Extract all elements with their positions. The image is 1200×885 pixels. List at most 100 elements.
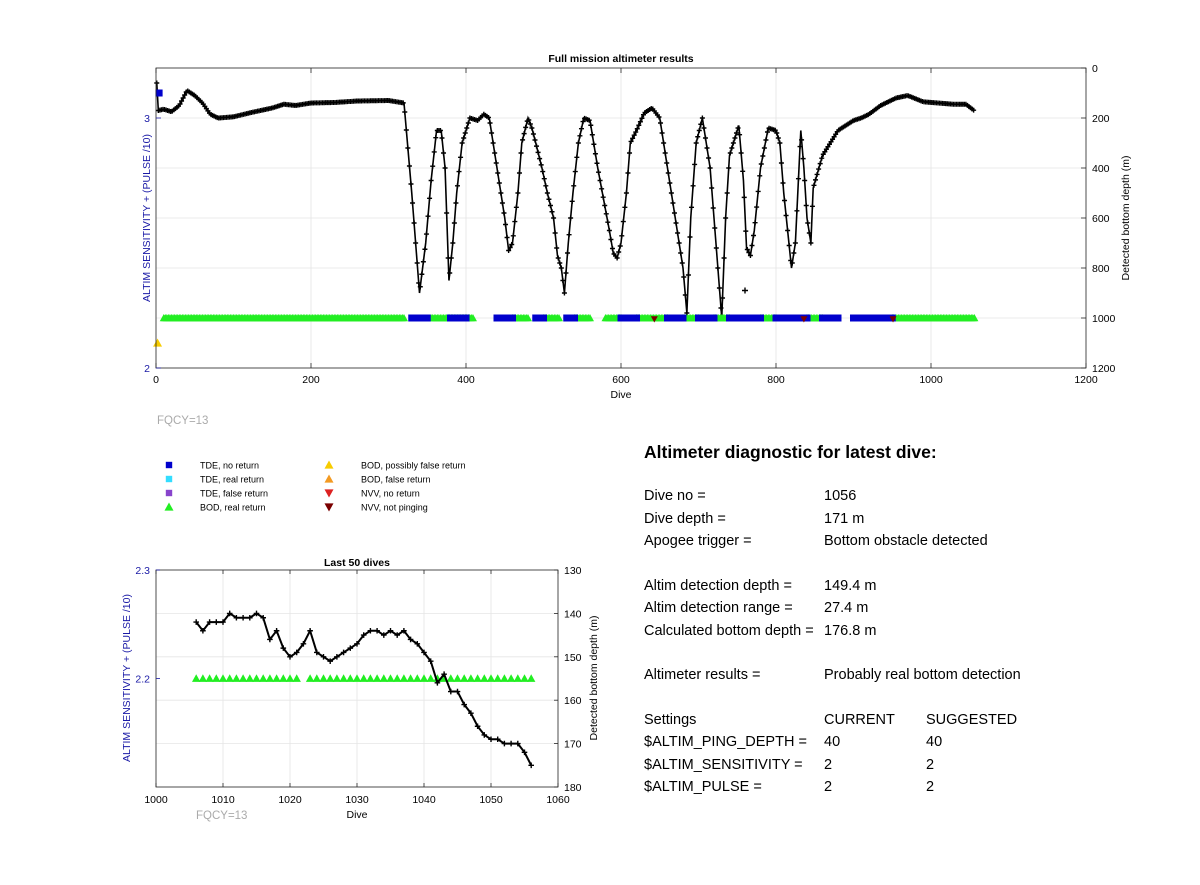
main-tde-marker bbox=[729, 314, 737, 322]
main-depth-point bbox=[712, 225, 718, 231]
main-tde-marker bbox=[509, 314, 516, 322]
small-bod-marker bbox=[339, 674, 348, 682]
main-depth-point bbox=[816, 166, 822, 172]
main-depth-point bbox=[737, 132, 743, 138]
small-bod-series bbox=[192, 674, 536, 682]
main-depth-point bbox=[549, 209, 555, 215]
main-depth-point bbox=[709, 185, 715, 191]
main-tde-marker bbox=[795, 314, 803, 322]
main-depth-point bbox=[444, 210, 450, 216]
main-depth-point bbox=[637, 119, 643, 125]
main-depth-point bbox=[785, 228, 791, 233]
small-depth-point bbox=[233, 614, 240, 621]
small-depth-point bbox=[521, 749, 528, 756]
main-depth-point bbox=[495, 170, 501, 176]
main-depth-point bbox=[410, 200, 416, 206]
small-depth-point bbox=[200, 627, 206, 634]
main-depth-point bbox=[580, 119, 586, 125]
main-depth-point bbox=[518, 150, 524, 156]
main-depth-point bbox=[658, 120, 664, 126]
main-depth-point bbox=[633, 129, 639, 135]
main-ytick-left-label: 3 bbox=[144, 113, 150, 125]
main-xtick-label: 1000 bbox=[919, 374, 943, 386]
suggested-label: SUGGESTED bbox=[926, 711, 1018, 728]
main-tde-marker bbox=[850, 314, 857, 322]
main-tde-marker bbox=[412, 314, 420, 322]
main-tde-series bbox=[408, 314, 896, 322]
small-ytick-right-label: 140 bbox=[564, 608, 582, 620]
main-depth-point bbox=[529, 125, 535, 131]
main-depth-point bbox=[808, 240, 814, 246]
main-tde-marker bbox=[563, 314, 571, 322]
main-depth-point bbox=[693, 140, 699, 146]
small-ytick-left-label: 2.3 bbox=[135, 565, 150, 577]
main-depth-point bbox=[555, 255, 561, 261]
main-tde-marker bbox=[733, 314, 741, 322]
main-depth-point bbox=[492, 150, 498, 156]
small-depth-point bbox=[314, 649, 320, 656]
main-depth-point bbox=[487, 120, 493, 126]
main-depth-point bbox=[656, 114, 662, 120]
small-ylabel-left: ALTIM SENSITIVITY + (PULSE /10) bbox=[121, 594, 133, 762]
small-ytick-right-label: 160 bbox=[564, 695, 582, 707]
main-depth-point bbox=[676, 240, 682, 246]
main-depth-point bbox=[532, 137, 538, 143]
main-depth-point bbox=[803, 203, 809, 208]
main-depth-point bbox=[603, 211, 609, 217]
main-tde-marker bbox=[803, 314, 811, 322]
main-tde-marker bbox=[698, 314, 706, 322]
main-depth-point bbox=[498, 190, 504, 196]
main-depth-point bbox=[588, 122, 594, 128]
main-depth-point bbox=[535, 149, 541, 155]
main-depth-point bbox=[561, 290, 567, 296]
main-depth-point bbox=[591, 141, 597, 147]
main-depth-point bbox=[791, 250, 797, 256]
main-bod-marker bbox=[555, 314, 563, 322]
legend-marker-triangle-down bbox=[324, 489, 334, 498]
small-title: Last 50 dives bbox=[324, 557, 390, 569]
main-depth-point bbox=[772, 127, 778, 133]
dive-no-label: Dive no = bbox=[644, 488, 706, 504]
main-depth-point bbox=[594, 160, 600, 166]
legend-marker-square bbox=[165, 461, 173, 469]
main-tde-marker bbox=[625, 314, 633, 322]
main-depth-point bbox=[730, 140, 736, 146]
main-depth-point bbox=[597, 178, 603, 183]
dive-depth-row: Dive depth = 171 m bbox=[644, 508, 1184, 531]
main-depth-point bbox=[530, 131, 536, 137]
main-tde-marker bbox=[423, 314, 431, 322]
main-depth-point bbox=[661, 140, 667, 146]
main-depth-point bbox=[780, 180, 786, 186]
main-ylabel-left: ALTIM SENSITIVITY + (PULSE /10) bbox=[141, 134, 153, 302]
main-tde-marker bbox=[667, 314, 675, 322]
main-xtick-label: 200 bbox=[302, 374, 320, 386]
main-depth-point bbox=[414, 260, 420, 266]
main-tde-marker bbox=[702, 314, 710, 322]
small-bod-marker bbox=[527, 674, 536, 682]
main-depth-point bbox=[819, 155, 825, 161]
main-depth-point bbox=[547, 203, 553, 208]
main-depth-point bbox=[490, 140, 496, 146]
legend-label: NVV, not pinging bbox=[361, 503, 428, 513]
main-tde-marker bbox=[857, 314, 865, 322]
legend-marker-square bbox=[165, 489, 173, 497]
main-depth-point bbox=[462, 130, 468, 136]
main-outlier-triangle-down bbox=[800, 316, 808, 323]
main-xtick-label: 600 bbox=[612, 374, 630, 386]
main-depth-point bbox=[433, 135, 439, 141]
main-tde-marker bbox=[462, 314, 470, 322]
small-bod-marker bbox=[446, 674, 455, 682]
pulse-current: 2 bbox=[824, 779, 833, 795]
main-tde-marker bbox=[745, 314, 753, 322]
small-depth-point bbox=[468, 710, 474, 717]
main-depth-point bbox=[741, 194, 747, 200]
main-depth-point bbox=[405, 145, 411, 151]
small-bod-marker bbox=[198, 674, 208, 682]
small-xtick-label: 1010 bbox=[211, 794, 235, 806]
main-depth-point bbox=[689, 204, 695, 210]
small-depth-point bbox=[434, 680, 441, 686]
small-bod-marker bbox=[486, 674, 496, 682]
main-depth-point bbox=[971, 107, 977, 113]
main-depth-point bbox=[749, 243, 755, 248]
main-depth-point bbox=[515, 190, 521, 196]
